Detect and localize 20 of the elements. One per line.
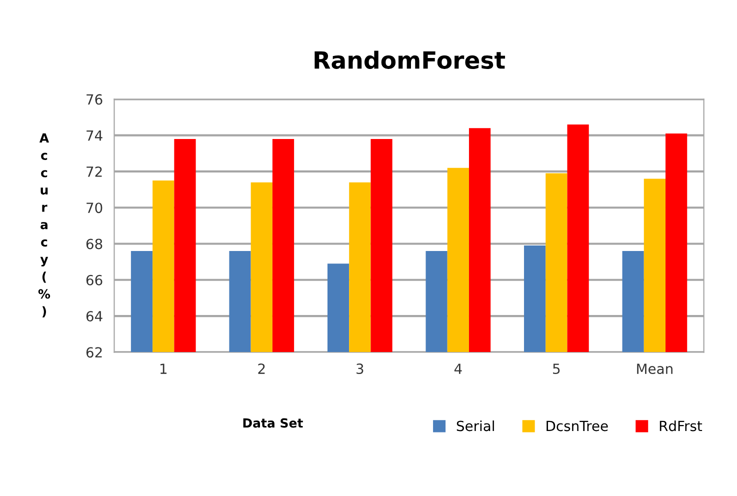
y-tick-label: 76 <box>86 94 102 105</box>
y-tick-label: 68 <box>86 238 102 250</box>
text: Accuracy(%) <box>38 133 50 318</box>
x-tick-label: Mean <box>637 364 672 374</box>
y-tick-label: 62 <box>86 347 102 358</box>
chart-title: RandomForest <box>314 50 506 69</box>
legend-label: DcsnTree <box>546 420 608 432</box>
legend-label: Serial <box>456 420 494 432</box>
y-tick-label: 64 <box>86 310 102 322</box>
x-tick-label: 5 <box>553 364 560 374</box>
y-tick-label: 70 <box>86 202 102 214</box>
y-tick-label: 74 <box>86 130 102 141</box>
x-tick-label: 1 <box>160 364 167 374</box>
x-tick-label: 3 <box>356 364 364 374</box>
x-tick-label: 2 <box>258 364 265 374</box>
y-tick-label: 72 <box>86 166 102 177</box>
x-axis-title: Data Set <box>243 418 303 428</box>
legend-label: RdFrst <box>660 420 702 432</box>
x-tick-label: 4 <box>454 364 462 374</box>
y-tick-label: 66 <box>86 274 102 286</box>
